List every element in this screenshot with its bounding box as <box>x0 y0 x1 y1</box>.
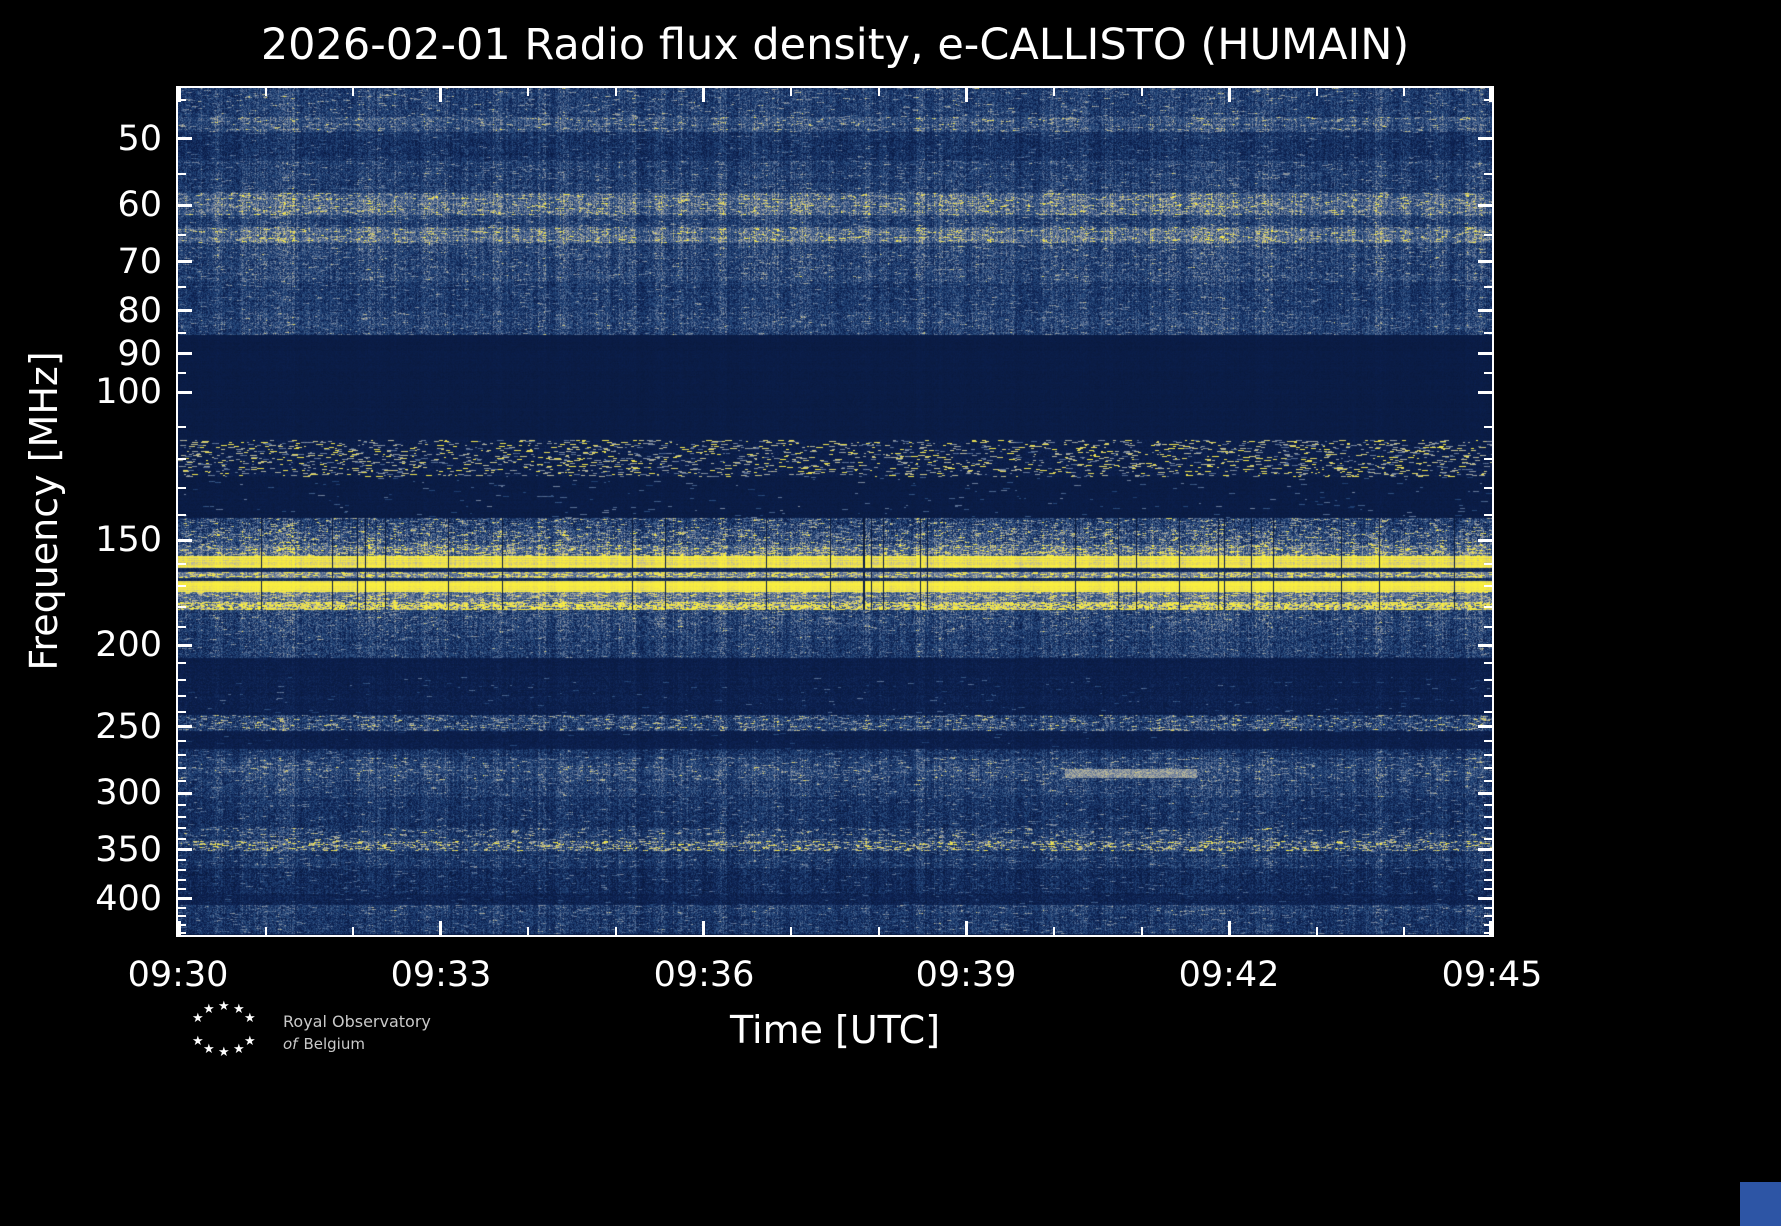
rob-logo-text-of: of <box>283 1035 298 1053</box>
y-tick-label: 250 <box>95 707 162 747</box>
y-tick-label: 70 <box>117 242 162 282</box>
corner-artifact <box>1740 1182 1781 1226</box>
rob-logo-text-line1: Royal Observatory <box>283 1012 431 1031</box>
spectrogram-canvas <box>178 88 1492 935</box>
y-tick-label: 80 <box>117 291 162 331</box>
y-tick-label: 200 <box>95 625 162 665</box>
y-tick-label: 100 <box>95 372 162 412</box>
rob-logo-star-icon: ★ <box>244 1034 256 1049</box>
rob-logo-star-icon: ★ <box>244 1011 256 1026</box>
rob-logo-star-icon: ★ <box>203 1042 215 1057</box>
x-tick-label: 09:30 <box>127 955 229 995</box>
y-tick-label: 300 <box>95 773 162 813</box>
x-tick-label: 09:33 <box>390 955 492 995</box>
x-axis-title: Time [UTC] <box>729 1008 941 1052</box>
rob-logo-star-icon: ★ <box>192 1034 204 1049</box>
x-tick-label: 09:42 <box>1178 955 1280 995</box>
rob-logo-stars-icon: ★ ★ ★ ★ ★ ★ ★ ★ ★ ★ <box>187 999 265 1062</box>
rob-logo-star-icon: ★ <box>203 1002 215 1017</box>
y-tick-label: 90 <box>117 334 162 374</box>
y-tick-label: 60 <box>117 185 162 225</box>
rob-logo-star-icon: ★ <box>233 1002 245 1017</box>
y-tick-label: 50 <box>117 119 162 159</box>
spectrogram-plot-frame <box>176 86 1494 937</box>
rob-logo-star-icon: ★ <box>233 1042 245 1057</box>
x-tick-label: 09:39 <box>915 955 1017 995</box>
rob-logo-star-icon: ★ <box>218 1045 230 1060</box>
rob-logo-text-belgium: Belgium <box>303 1035 365 1053</box>
x-tick-label: 09:45 <box>1441 955 1543 995</box>
rob-logo-star-icon: ★ <box>192 1011 204 1026</box>
y-tick-label: 350 <box>95 830 162 870</box>
y-tick-label: 150 <box>95 520 162 560</box>
rob-logo-text-line2: of Belgium <box>283 1035 365 1053</box>
chart-title: 2026-02-01 Radio flux density, e-CALLIST… <box>260 20 1410 70</box>
x-tick-label: 09:36 <box>653 955 755 995</box>
rob-logo-star-icon: ★ <box>218 999 230 1014</box>
y-tick-label: 400 <box>95 879 162 919</box>
